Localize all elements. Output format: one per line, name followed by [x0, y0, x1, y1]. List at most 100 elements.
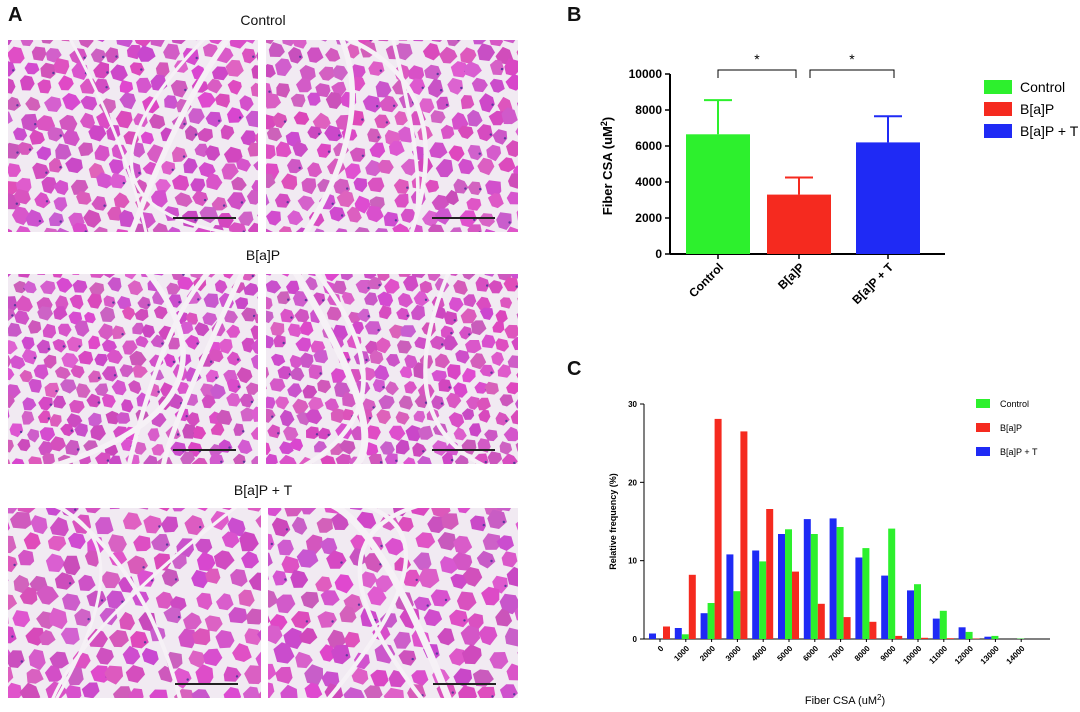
muscle-fiber: [8, 61, 16, 77]
hist-bar: [965, 631, 973, 639]
nucleus: [271, 415, 274, 418]
nucleus: [250, 400, 254, 404]
nucleus: [103, 204, 106, 207]
nucleus: [242, 460, 246, 463]
muscle-fiber: [320, 455, 336, 464]
muscle-fiber: [476, 550, 496, 569]
muscle-fiber: [61, 40, 72, 42]
muscle-fiber: [435, 353, 450, 369]
muscle-fiber: [314, 228, 325, 232]
muscle-fiber: [206, 173, 223, 191]
nucleus: [87, 618, 90, 621]
muscle-fiber: [137, 296, 151, 310]
nucleus: [184, 88, 187, 92]
muscle-fiber: [442, 452, 454, 464]
nucleus: [194, 219, 197, 222]
muscle-fiber: [241, 337, 256, 353]
muscle-fiber: [119, 209, 135, 228]
muscle-fiber: [353, 177, 368, 193]
muscle-fiber: [149, 113, 166, 129]
muscle-fiber: [221, 531, 240, 549]
muscle-fiber: [372, 379, 386, 393]
muscle-fiber: [233, 453, 246, 464]
muscle-fiber: [385, 381, 399, 396]
muscle-fiber: [131, 142, 146, 158]
nucleus: [491, 103, 494, 106]
nucleus: [105, 86, 108, 89]
hist-bar: [785, 529, 792, 639]
muscle-fiber: [13, 189, 31, 205]
muscle-fiber: [204, 615, 223, 632]
muscle-fiber: [8, 384, 21, 399]
muscle-fiber: [368, 61, 385, 76]
muscle-fiber: [403, 275, 419, 292]
muscle-fiber: [10, 355, 26, 370]
muscle-fiber: [317, 379, 332, 394]
muscle-fiber: [516, 49, 518, 56]
muscle-fiber: [188, 108, 205, 125]
muscle-fiber: [279, 409, 295, 427]
muscle-fiber: [227, 517, 246, 537]
muscle-fiber: [28, 456, 42, 464]
muscle-fiber: [364, 321, 382, 335]
muscle-fiber: [460, 625, 481, 646]
muscle-fiber: [184, 515, 205, 536]
muscle-fiber: [473, 40, 487, 45]
connective-tissue: [302, 274, 366, 464]
muscle-fiber: [266, 367, 270, 379]
hist-bar: [991, 635, 999, 639]
muscle-fiber: [88, 412, 102, 428]
muscle-fiber: [192, 628, 211, 646]
muscle-fiber: [341, 291, 355, 305]
muscle-fiber: [327, 629, 347, 650]
nucleus: [277, 432, 280, 435]
muscle-fiber: [257, 296, 258, 300]
muscle-fiber: [21, 113, 39, 132]
nucleus: [504, 584, 507, 588]
muscle-fiber: [335, 453, 352, 464]
nucleus: [450, 331, 453, 335]
scale-bar: [173, 217, 236, 219]
muscle-fiber: [111, 325, 126, 340]
muscle-fiber: [463, 294, 477, 308]
muscle-fiber: [515, 399, 518, 409]
nucleus: [161, 342, 164, 345]
nucleus: [478, 152, 481, 155]
muscle-fiber: [430, 335, 446, 350]
muscle-fiber: [448, 297, 464, 313]
muscle-fiber: [291, 516, 308, 535]
muscle-fiber: [21, 410, 35, 425]
muscle-fiber: [438, 378, 453, 392]
x-tick-label: 7000: [827, 644, 846, 663]
hist-bar: [700, 613, 708, 639]
muscle-fiber: [484, 274, 495, 277]
x-tick-label: 5000: [775, 644, 794, 663]
muscle-fiber: [304, 664, 324, 686]
micrograph-control-left: [8, 40, 258, 232]
muscle-fiber: [400, 208, 417, 223]
muscle-fiber: [68, 532, 86, 550]
muscle-fiber: [17, 438, 31, 452]
muscle-fiber: [462, 274, 476, 280]
muscle-fiber: [266, 334, 274, 349]
muscle-fiber: [18, 549, 35, 566]
muscle-fiber: [287, 210, 304, 226]
muscle-fiber: [441, 513, 459, 530]
muscle-fiber: [388, 425, 406, 441]
nucleus: [285, 528, 289, 531]
muscle-fiber: [54, 572, 75, 590]
nucleus: [357, 603, 361, 606]
muscle-fiber: [413, 410, 426, 423]
muscle-fiber: [281, 173, 298, 190]
muscle-fiber: [288, 47, 303, 64]
muscle-fiber: [458, 158, 475, 175]
muscle-fiber: [375, 80, 392, 98]
muscle-fiber: [454, 455, 469, 464]
muscle-fiber: [335, 228, 348, 232]
muscle-fiber: [250, 82, 258, 97]
muscle-fiber: [239, 531, 259, 552]
muscle-fiber: [279, 441, 294, 455]
x-tick-label: 0: [656, 644, 666, 654]
hist-bar: [714, 418, 722, 639]
muscle-fiber: [477, 43, 495, 61]
